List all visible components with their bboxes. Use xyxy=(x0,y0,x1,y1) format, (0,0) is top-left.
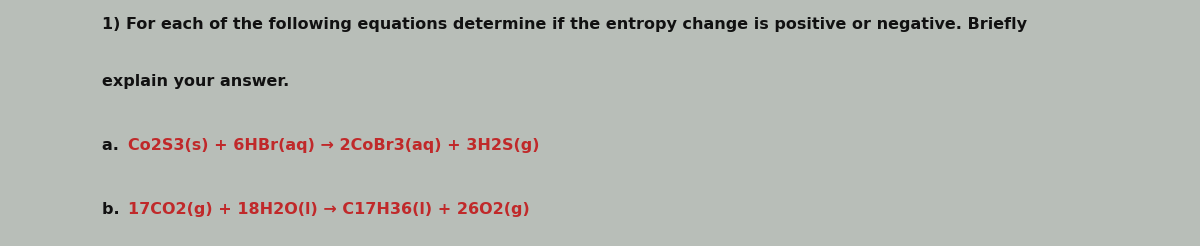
Text: 17CO2(g) + 18H2O(l) → C17H36(l) + 26O2(g): 17CO2(g) + 18H2O(l) → C17H36(l) + 26O2(g… xyxy=(128,202,530,217)
Text: explain your answer.: explain your answer. xyxy=(102,74,289,89)
Text: 1) For each of the following equations determine if the entropy change is positi: 1) For each of the following equations d… xyxy=(102,17,1027,32)
Text: b.: b. xyxy=(102,202,125,217)
Text: Co2S3(s) + 6HBr(aq) → 2CoBr3(aq) + 3H2S(g): Co2S3(s) + 6HBr(aq) → 2CoBr3(aq) + 3H2S(… xyxy=(128,138,540,153)
Text: a.: a. xyxy=(102,138,125,153)
